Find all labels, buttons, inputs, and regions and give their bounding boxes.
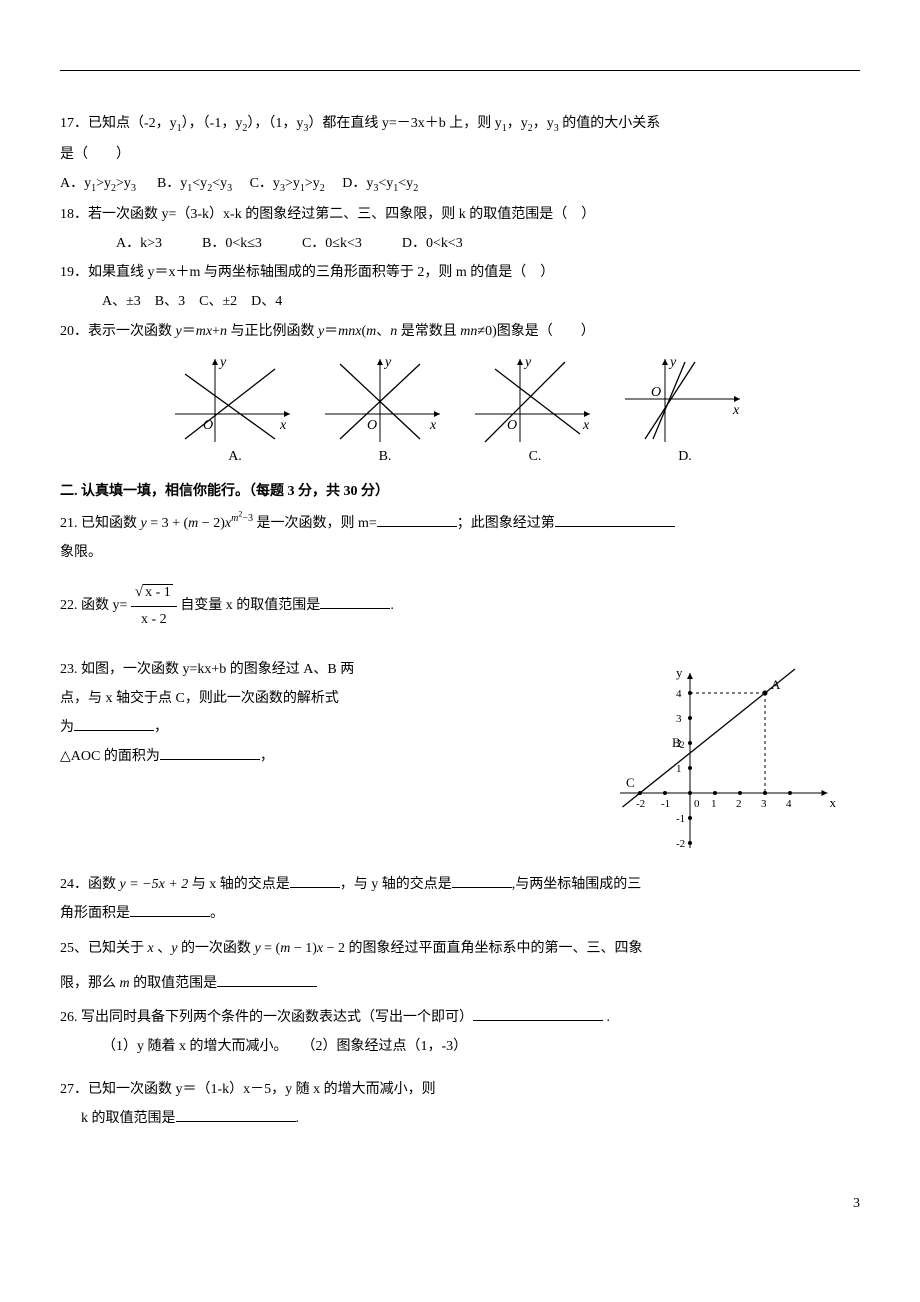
q19-options: A、±3 B、3 C、±2 D、4 bbox=[60, 289, 860, 314]
q17-stem: 17．已知点（-2，y1），（-1，y2），（1，y3）都在直线 y=－3x＋b… bbox=[60, 111, 860, 138]
svg-text:-1: -1 bbox=[661, 798, 670, 810]
svg-text:2: 2 bbox=[680, 740, 685, 750]
q18-options: A．k>3 B．0<k≤3 C．0≤k<3 D．0<k<3 bbox=[60, 231, 860, 256]
svg-text:3: 3 bbox=[761, 798, 767, 810]
svg-text:3: 3 bbox=[676, 713, 682, 725]
svg-text:x: x bbox=[429, 418, 437, 433]
svg-text:4: 4 bbox=[676, 688, 682, 700]
page-number: 3 bbox=[60, 1191, 860, 1216]
svg-text:-1: -1 bbox=[676, 813, 685, 825]
top-rule bbox=[60, 70, 860, 71]
q20-figures: y x O A. y x O B. y x O C. bbox=[60, 354, 860, 469]
q21: 21. 已知函数 y = 3 + (m − 2)xm2−3 是一次函数，则 m=… bbox=[60, 508, 860, 536]
q25: 25、已知关于 x 、y 的一次函数 y = (m − 1)x − 2 的图象经… bbox=[60, 936, 860, 961]
svg-text:x: x bbox=[279, 418, 287, 433]
svg-text:-2: -2 bbox=[676, 838, 685, 850]
svg-text:y: y bbox=[383, 355, 392, 370]
svg-text:O: O bbox=[507, 418, 517, 433]
svg-text:y: y bbox=[668, 355, 677, 370]
q24-tail: 角形面积是。 bbox=[60, 901, 860, 926]
svg-text:4: 4 bbox=[786, 798, 792, 810]
svg-text:O: O bbox=[651, 385, 661, 400]
svg-text:O: O bbox=[367, 418, 377, 433]
q26-conds: （1）y 随着 x 的增大而减小。 （2）图象经过点（1，-3） bbox=[60, 1034, 860, 1059]
q23-text: 23. 如图，一次函数 y=kx+b 的图象经过 A、B 两 点，与 x 轴交于… bbox=[60, 653, 560, 774]
q19-stem: 19．如果直线 y＝x＋m 与两坐标轴围成的三角形面积等于 2，则 m 的值是（… bbox=[60, 260, 860, 285]
q20-stem: 20．表示一次函数 y＝mx+n 与正比例函数 y＝mnx(m、n 是常数且 m… bbox=[60, 319, 860, 344]
q26: 26. 写出同时具备下列两个条件的一次函数表达式（写出一个即可） . bbox=[60, 1005, 860, 1030]
svg-text:A: A bbox=[771, 677, 781, 692]
svg-text:y: y bbox=[523, 355, 532, 370]
q17-options: A．y1>y2>y3 B．y1<y2<y3 C．y3>y1>y2 D．y3<y1… bbox=[60, 171, 860, 198]
svg-text:C: C bbox=[626, 775, 635, 790]
q27: 27．已知一次函数 y＝（1-k）x－5，y 随 x 的增大而减小，则 bbox=[60, 1077, 860, 1102]
svg-text:O: O bbox=[203, 418, 213, 433]
svg-text:x: x bbox=[732, 403, 740, 418]
svg-text:0: 0 bbox=[694, 798, 700, 810]
q20-fig-b: y x O B. bbox=[325, 354, 445, 469]
svg-text:2: 2 bbox=[736, 798, 742, 810]
svg-text:-2: -2 bbox=[636, 798, 645, 810]
q21-tail: 象限。 bbox=[60, 540, 860, 565]
q25-tail: 限，那么 m 的取值范围是 bbox=[60, 971, 860, 996]
q18-stem: 18．若一次函数 y=（3-k）x-k 的图象经过第二、三、四象限，则 k 的取… bbox=[60, 202, 860, 227]
svg-text:y: y bbox=[218, 355, 227, 370]
q20-fig-a: y x O A. bbox=[175, 354, 295, 469]
svg-text:y: y bbox=[676, 665, 683, 680]
q17-line2: 是（ ） bbox=[60, 142, 860, 167]
q23-graph: -2-11234-2-112340AB2Cxy bbox=[580, 653, 860, 862]
svg-text:x: x bbox=[582, 418, 590, 433]
svg-text:1: 1 bbox=[676, 763, 682, 775]
svg-text:1: 1 bbox=[711, 798, 717, 810]
q24: 24．函数 y = −5x + 2 与 x 轴的交点是，与 y 轴的交点是,与两… bbox=[60, 872, 860, 897]
section2-heading: 二. 认真填一填，相信你能行。（每题 3 分，共 30 分） bbox=[60, 479, 860, 504]
q20-fig-d: y x O D. bbox=[625, 354, 745, 469]
q27-tail: k 的取值范围是. bbox=[60, 1106, 860, 1131]
q22: 22. 函数 y= √x - 1 x - 2 自变量 x 的取值范围是. bbox=[60, 579, 860, 632]
q20-fig-c: y x O C. bbox=[475, 354, 595, 469]
svg-text:x: x bbox=[830, 795, 837, 810]
